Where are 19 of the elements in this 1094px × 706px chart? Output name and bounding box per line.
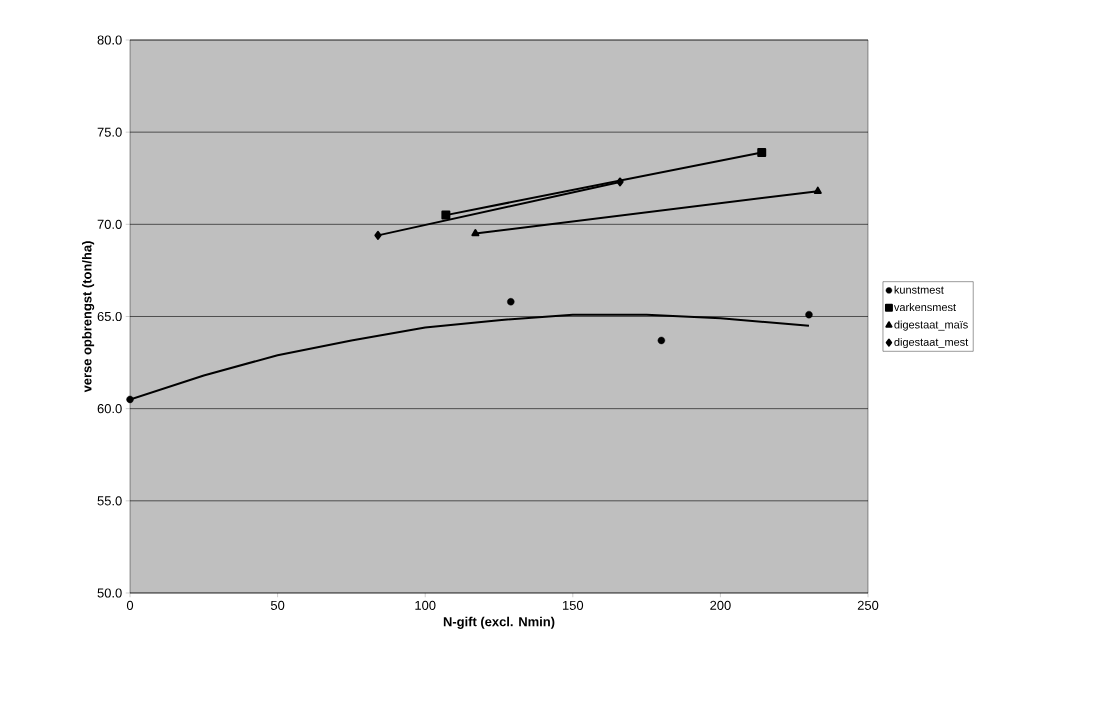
x-tick-label: 150 bbox=[562, 600, 584, 610]
legend-label: kunstmest bbox=[894, 285, 944, 294]
y-tick-label: 80.0 bbox=[97, 35, 122, 45]
x-axis-title: N-gift (excl. Nmin) bbox=[443, 616, 555, 629]
y-tick-label: 75.0 bbox=[97, 127, 122, 137]
y-tick-label: 50.0 bbox=[97, 588, 122, 598]
x-tick-label: 250 bbox=[857, 600, 879, 610]
y-tick-label: 65.0 bbox=[97, 311, 122, 322]
legend-label: varkensmest bbox=[893, 303, 956, 312]
legend-label: digestaat_maïs bbox=[894, 320, 968, 331]
y-tick-label: 55.0 bbox=[97, 496, 122, 506]
legend-label: digestaat_mest bbox=[894, 337, 969, 349]
y-axis-title: verse opbrengst (ton/ha) bbox=[82, 241, 95, 393]
x-tick-label: 50 bbox=[270, 600, 285, 610]
y-tick-label: 60.0 bbox=[97, 404, 122, 414]
x-tick-label: 100 bbox=[415, 600, 436, 610]
x-tick-label: 0 bbox=[126, 600, 134, 610]
y-tick-label: 70.0 bbox=[97, 219, 122, 229]
x-tick-label: 200 bbox=[710, 600, 731, 610]
